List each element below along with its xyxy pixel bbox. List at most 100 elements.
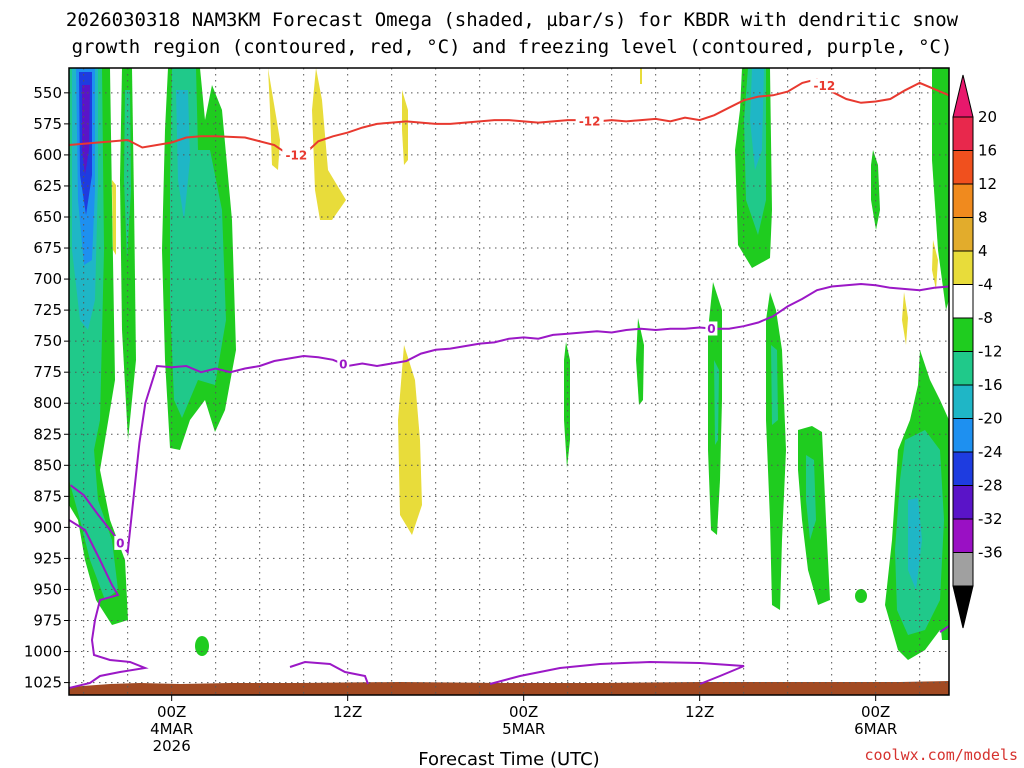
omega-region-teal-col2 <box>124 90 131 260</box>
colorbar-label: -24 <box>978 443 1003 461</box>
colorbar-bin <box>952 384 974 419</box>
y-tick-label: 950 <box>33 580 62 598</box>
omega-shading <box>69 68 949 695</box>
omega-region-yellow-col5 <box>312 68 346 220</box>
colorbar-bin <box>952 183 974 218</box>
omega-region-yellow-col7 <box>398 345 422 535</box>
omega-region-green-blob <box>195 636 209 656</box>
colorbar-bin <box>952 317 974 352</box>
colorbar-label: -16 <box>978 376 1003 394</box>
colorbar-label: 12 <box>978 175 997 193</box>
colorbar-bin <box>952 518 974 553</box>
surface-terrain <box>69 681 949 695</box>
colorbar-bottom-arrow <box>952 585 974 629</box>
x-tick-label: 12Z <box>333 703 362 721</box>
contour-label: -12 <box>579 114 601 128</box>
colorbar-label: -4 <box>978 276 993 294</box>
contour-label-background <box>705 321 718 336</box>
y-tick-label: 575 <box>33 115 62 133</box>
omega-region-green-streak-1 <box>564 342 570 468</box>
contour-label-background <box>337 357 350 372</box>
omega-region-yellow-tick <box>640 68 642 84</box>
contour-labels: -12 -12 -12 0 0 0 <box>114 78 839 550</box>
contour-label-background <box>575 113 604 128</box>
omega-region-yellow-col4 <box>268 68 280 170</box>
omega-region-teal-col10 <box>771 345 778 425</box>
colorbar-bin <box>952 284 974 319</box>
x-tick-year: 2026 <box>153 737 191 755</box>
y-tick-label: 1000 <box>24 643 62 661</box>
colorbar-top-arrow <box>952 74 974 118</box>
contour-label: 0 <box>339 358 347 372</box>
y-tick-label: 750 <box>33 332 62 350</box>
x-tick-label: 00Z <box>509 703 538 721</box>
colorbar-bin <box>952 552 974 587</box>
y-tick-label: 725 <box>33 301 62 319</box>
omega-region-green-col10 <box>766 292 786 610</box>
credit-text: coolwx.com/models <box>864 746 1018 764</box>
x-tick-label: 00Z <box>861 703 890 721</box>
omega-region-green-right-upper <box>932 68 949 310</box>
omega-region-cyan-right-lower <box>908 498 922 590</box>
contour-label-background <box>810 78 839 93</box>
omega-region-yellow-small-left <box>112 180 116 255</box>
colorbar: 20 16 12 8 4 -4 -8 -12 -16 -20 -24 -28 -32 -36 <box>952 74 1003 629</box>
x-tick-label: 12Z <box>685 703 714 721</box>
colorbar-bin <box>952 150 974 185</box>
y-tick-label: 875 <box>33 487 62 505</box>
colorbar-bin <box>952 451 974 486</box>
colorbar-bin <box>952 217 974 252</box>
y-tick-label: 775 <box>33 363 62 381</box>
omega-region-teal-col11 <box>806 455 816 540</box>
colorbar-label: -20 <box>978 410 1003 428</box>
omega-region-teal-col8 <box>714 360 719 445</box>
y-tick-label: 975 <box>33 612 62 630</box>
freezing-level-contour-surface-mid <box>289 660 369 685</box>
x-tick-date: 6MAR <box>854 720 897 738</box>
colorbar-bin <box>952 485 974 520</box>
x-axis-label: Forecast Time (UTC) <box>418 749 599 768</box>
contour-label: 0 <box>707 322 715 336</box>
omega-region-green-small-right <box>871 150 880 230</box>
x-tick-date: 4MAR <box>150 720 193 738</box>
y-tick-label: 800 <box>33 394 62 412</box>
plot-frame <box>68 67 950 696</box>
y-tick-label: 675 <box>33 239 62 257</box>
grid-lines <box>69 68 949 695</box>
freezing-level-contour-surface-right <box>489 660 745 685</box>
colorbar-label: -8 <box>978 309 993 327</box>
freezing-level-contour-surface-left <box>69 519 149 689</box>
omega-region-green-right-corner <box>940 615 949 640</box>
contour-label: -12 <box>285 148 307 162</box>
y-tick-label: 1025 <box>24 674 62 692</box>
y-tick-label: 650 <box>33 208 62 226</box>
chart-title-line-2: growth region (contoured, red, °C) and f… <box>72 36 953 58</box>
colorbar-label: -32 <box>978 510 1003 528</box>
y-tick-label: 900 <box>33 518 62 536</box>
y-tick-label: 700 <box>33 270 62 288</box>
contour-label-background <box>114 535 127 550</box>
freezing-level-contour-right-corner <box>939 625 949 633</box>
colorbar-label: -12 <box>978 343 1003 361</box>
omega-region-yellow-right <box>932 240 938 290</box>
freezing-level-contour-line <box>69 282 949 555</box>
x-tick-date: 5MAR <box>502 720 545 738</box>
y-tick-label: 850 <box>33 456 62 474</box>
x-tick-label: 00Z <box>157 703 186 721</box>
colorbar-bin <box>952 418 974 453</box>
omega-region-green-dot <box>855 589 867 603</box>
omega-region-cyan-col9 <box>750 68 764 170</box>
colorbar-label: 16 <box>978 142 997 160</box>
omega-region-yellow-right-2 <box>902 292 908 345</box>
colorbar-bin <box>952 250 974 285</box>
colorbar-label: -28 <box>978 477 1003 495</box>
colorbar-label: 4 <box>978 242 988 260</box>
colorbar-bin <box>952 351 974 386</box>
y-tick-label: 600 <box>33 146 62 164</box>
colorbar-label: 8 <box>978 209 988 227</box>
y-axis: 550 575 600 625 650 675 700 725 750 775 800 825 850 8… <box>24 84 69 692</box>
contour-label: -12 <box>813 79 835 93</box>
colorbar-label: 20 <box>978 108 997 126</box>
